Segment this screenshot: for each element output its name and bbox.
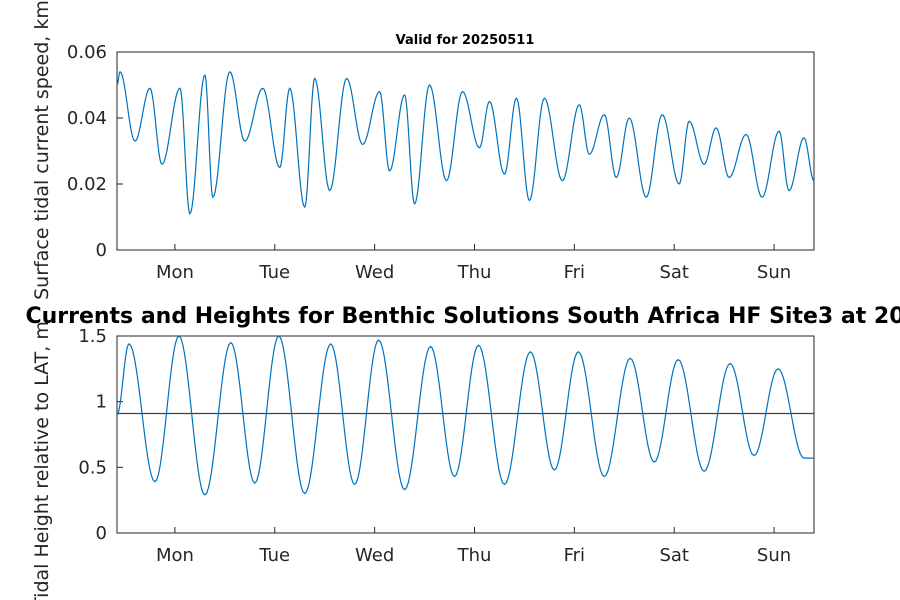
x-tick-label: Sat xyxy=(659,545,689,566)
x-tick-label: Fri xyxy=(564,262,585,283)
y-tick-label: 0.02 xyxy=(67,174,107,195)
tidal-height-y-ticks: 0 0.5 1 1.5 xyxy=(78,326,123,544)
x-tick-label: Thu xyxy=(457,545,492,566)
x-tick-label: Wed xyxy=(355,262,394,283)
tidal-height-series-line xyxy=(116,335,814,496)
current-speed-y-ticks: 0 0.02 0.04 0.06 xyxy=(67,42,123,261)
tidal-height-panel: Tidal Height relative to LAT, m Mon Tue We… xyxy=(25,304,900,600)
x-tick-label: Sun xyxy=(757,545,791,566)
x-tick-label: Mon xyxy=(156,262,194,283)
y-tick-label: 0.5 xyxy=(78,457,107,478)
current-speed-series-line xyxy=(116,70,815,215)
x-tick-label: Sat xyxy=(659,262,689,283)
tidal-height-plot-box xyxy=(116,335,815,534)
tidal-height-x-ticks: Mon Tue Wed Thu Fri Sat Sun xyxy=(156,527,791,566)
x-tick-label: Sun xyxy=(757,262,791,283)
figure-main-title: Currents and Heights for Benthic Solutio… xyxy=(25,304,900,329)
x-tick-label: Tue xyxy=(258,545,290,566)
current-speed-panel: Valid for 20250511 Surface tidal current… xyxy=(31,0,815,300)
x-tick-label: Tue xyxy=(258,262,290,283)
current-speed-x-ticks: Mon Tue Wed Thu Fri Sat Sun xyxy=(156,244,791,283)
x-tick-label: Thu xyxy=(457,262,492,283)
x-tick-label: Wed xyxy=(355,545,394,566)
y-tick-label: 0.04 xyxy=(67,108,107,129)
y-tick-label: 0.06 xyxy=(67,42,107,63)
y-tick-label: 1.5 xyxy=(78,326,107,347)
y-tick-label: 0 xyxy=(96,240,107,261)
current-speed-y-axis-label: Surface tidal current speed, km xyxy=(31,0,53,300)
y-tick-label: 0 xyxy=(96,523,107,544)
tidal-height-y-axis-label: Tidal Height relative to LAT, m xyxy=(31,321,53,600)
y-tick-label: 1 xyxy=(96,392,107,413)
current-speed-title: Valid for 20250511 xyxy=(396,33,535,48)
x-tick-label: Mon xyxy=(156,545,194,566)
x-tick-label: Fri xyxy=(564,545,585,566)
current-speed-plot-box xyxy=(116,51,815,251)
